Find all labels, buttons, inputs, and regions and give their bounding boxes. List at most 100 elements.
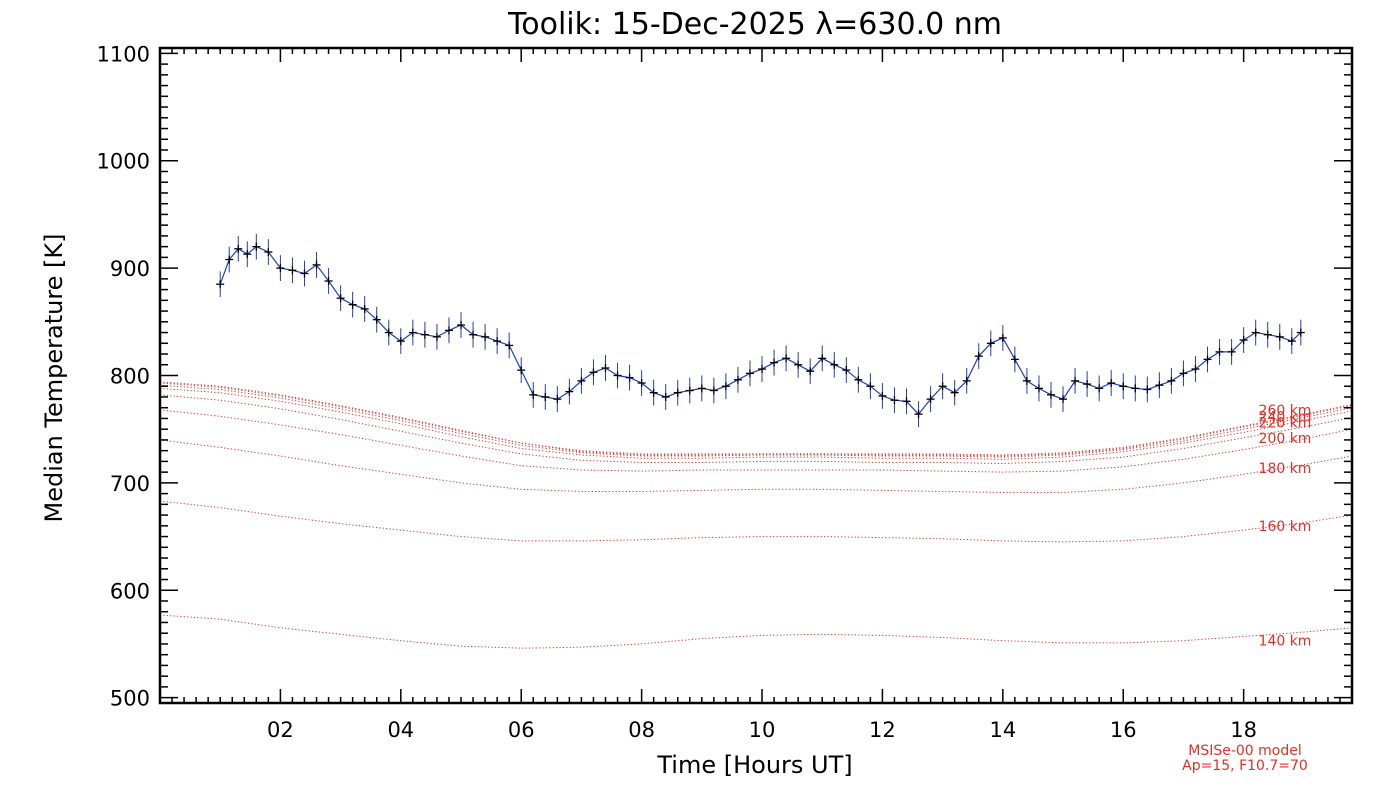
data-point — [1107, 379, 1116, 388]
data-point — [577, 376, 586, 385]
data-point — [818, 354, 827, 363]
x-tick-label: 16 — [1110, 718, 1137, 742]
data-point — [661, 392, 670, 401]
model-label-200-km: 200 km — [1259, 431, 1312, 447]
model-label-140-km: 140 km — [1259, 634, 1312, 650]
data-point — [721, 382, 730, 391]
data-point — [216, 280, 225, 289]
data-point — [974, 352, 983, 361]
data-point — [348, 300, 357, 309]
data-point — [649, 388, 658, 397]
y-tick-label: 800 — [110, 365, 150, 389]
data-point — [1034, 384, 1043, 393]
data-point — [938, 382, 947, 391]
data-point — [336, 294, 345, 303]
data-point — [902, 397, 911, 406]
observed-line — [219, 245, 1302, 416]
model-name-note: MSISe-00 model — [1188, 743, 1302, 759]
data-point — [733, 375, 742, 384]
data-point — [1203, 355, 1212, 364]
data-point — [1022, 376, 1031, 385]
data-point — [842, 366, 851, 375]
data-point — [252, 242, 261, 251]
data-point — [565, 387, 574, 396]
model-line-300-km — [159, 381, 1353, 456]
x-axis-label: Time [Hours UT] — [656, 751, 852, 779]
y-axis-label: Median Temperature [K] — [40, 233, 68, 522]
data-point — [854, 375, 863, 384]
data-point — [1191, 365, 1200, 374]
data-point — [758, 365, 767, 374]
data-point — [1296, 328, 1305, 337]
data-point — [457, 321, 466, 330]
data-point — [234, 244, 243, 253]
model-line-180-km — [159, 439, 1353, 493]
data-point — [1155, 381, 1164, 390]
data-point — [225, 255, 234, 264]
model-label-260-km: 260 km — [1259, 403, 1312, 419]
data-point — [1071, 376, 1080, 385]
data-point — [1215, 347, 1224, 356]
data-point — [962, 376, 971, 385]
data-point — [914, 410, 923, 419]
data-point — [432, 332, 441, 341]
data-point — [866, 382, 875, 391]
data-point — [998, 333, 1007, 342]
x-ticks: 02 04 06 08 10 12 14 16 18 — [171, 48, 1341, 742]
data-point — [1287, 337, 1296, 346]
data-point — [264, 248, 273, 257]
data-point — [481, 332, 490, 341]
data-point — [324, 277, 333, 286]
data-point — [830, 360, 839, 369]
model-line-280-km — [159, 382, 1353, 457]
model-line-260-km — [159, 384, 1353, 458]
data-point — [396, 337, 405, 346]
data-point — [986, 339, 995, 348]
data-point — [878, 391, 887, 400]
chart-title: Toolik: 15-Dec-2025 λ=630.0 nm — [507, 7, 1002, 42]
data-point — [444, 326, 453, 335]
data-point — [420, 330, 429, 339]
model-label-240-km: 240 km — [1259, 409, 1312, 425]
x-tick-label: 06 — [508, 718, 535, 742]
data-point — [1143, 385, 1152, 394]
data-point — [1046, 390, 1055, 399]
data-point — [1179, 369, 1188, 378]
axes — [158, 46, 1354, 705]
data-point — [601, 363, 610, 372]
data-point — [794, 360, 803, 369]
data-point — [312, 260, 321, 269]
data-point — [517, 366, 526, 375]
data-point — [685, 386, 694, 395]
data-point — [1131, 384, 1140, 393]
y-ticks: 500 600 700 800 900 1000 1100 — [97, 42, 1352, 711]
y-tick-label: 1000 — [97, 150, 150, 174]
model-params-note: Ap=15, F10.7=70 — [1182, 758, 1308, 774]
x-tick-label: 08 — [628, 718, 655, 742]
data-point — [1263, 330, 1272, 339]
data-point — [1227, 347, 1236, 356]
model-label-160-km: 160 km — [1259, 519, 1312, 535]
data-point — [613, 371, 622, 380]
y-tick-label: 500 — [110, 687, 150, 711]
model-label-220-km: 220 km — [1259, 416, 1312, 432]
model-line-240-km — [159, 387, 1353, 460]
data-point — [950, 388, 959, 397]
data-point — [529, 390, 538, 399]
data-point — [553, 395, 562, 404]
data-point — [673, 388, 682, 397]
x-tick-label: 14 — [989, 718, 1016, 742]
x-tick-label: 02 — [267, 718, 294, 742]
data-point — [926, 395, 935, 404]
data-point — [1119, 382, 1128, 391]
data-point — [243, 250, 252, 259]
x-tick-label: 18 — [1230, 718, 1257, 742]
data-point — [1095, 384, 1104, 393]
y-tick-label: 900 — [110, 257, 150, 281]
data-point — [276, 264, 285, 273]
data-point — [288, 266, 297, 275]
y-tick-label: 700 — [110, 472, 150, 496]
data-point — [408, 328, 417, 337]
data-point — [890, 396, 899, 405]
